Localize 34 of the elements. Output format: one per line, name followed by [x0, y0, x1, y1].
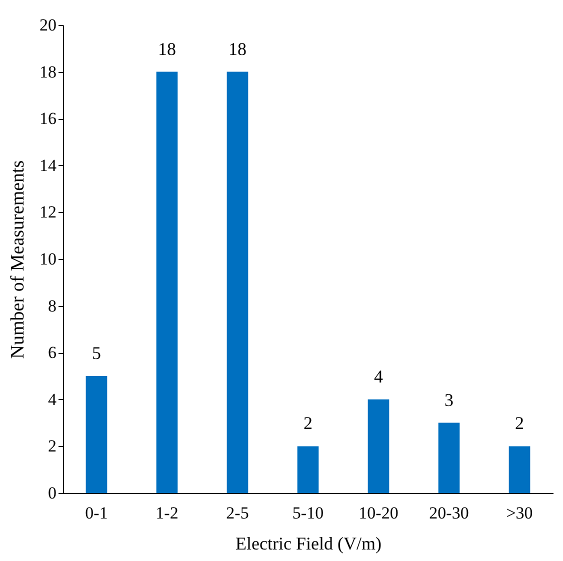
x-axis-title: Electric Field (V/m): [236, 534, 382, 554]
x-tick-label: 10-20: [358, 504, 398, 522]
data-label: 4: [374, 366, 384, 386]
bar: [508, 446, 530, 493]
x-tick-label: 2-5: [226, 504, 249, 522]
data-label: 18: [158, 38, 176, 59]
y-tick-label: 6: [48, 343, 56, 362]
bar: [297, 446, 319, 493]
bar: [226, 72, 248, 493]
data-label: 18: [228, 38, 246, 59]
x-tick-label: >30: [506, 504, 533, 522]
y-tick-label: 12: [40, 202, 56, 222]
y-tick-label: 18: [40, 62, 56, 82]
y-tick-label: 10: [40, 250, 56, 268]
y-tick-label: 4: [48, 390, 57, 409]
x-tick-label: 20-30: [429, 504, 469, 522]
y-tick-label: 8: [48, 296, 56, 316]
data-label: 2: [515, 413, 524, 434]
x-tick-label: 5-10: [292, 504, 324, 522]
bar: [438, 422, 460, 493]
bar: [86, 376, 108, 493]
x-tick-label: 0-1: [85, 504, 108, 522]
y-tick-label: 0: [48, 484, 56, 502]
bar: [368, 399, 390, 493]
data-label: 5: [92, 343, 101, 363]
y-tick-label: 14: [40, 156, 57, 175]
data-label: 2: [304, 413, 312, 434]
x-tick-label: 1-2: [156, 504, 178, 522]
y-tick-label: 16: [40, 109, 56, 128]
y-tick-label: 20: [40, 16, 56, 34]
bar: [156, 72, 178, 493]
data-label: 3: [444, 390, 454, 410]
y-tick-label: 2: [48, 436, 56, 456]
y-axis-title: Number of Measurements: [8, 160, 28, 359]
